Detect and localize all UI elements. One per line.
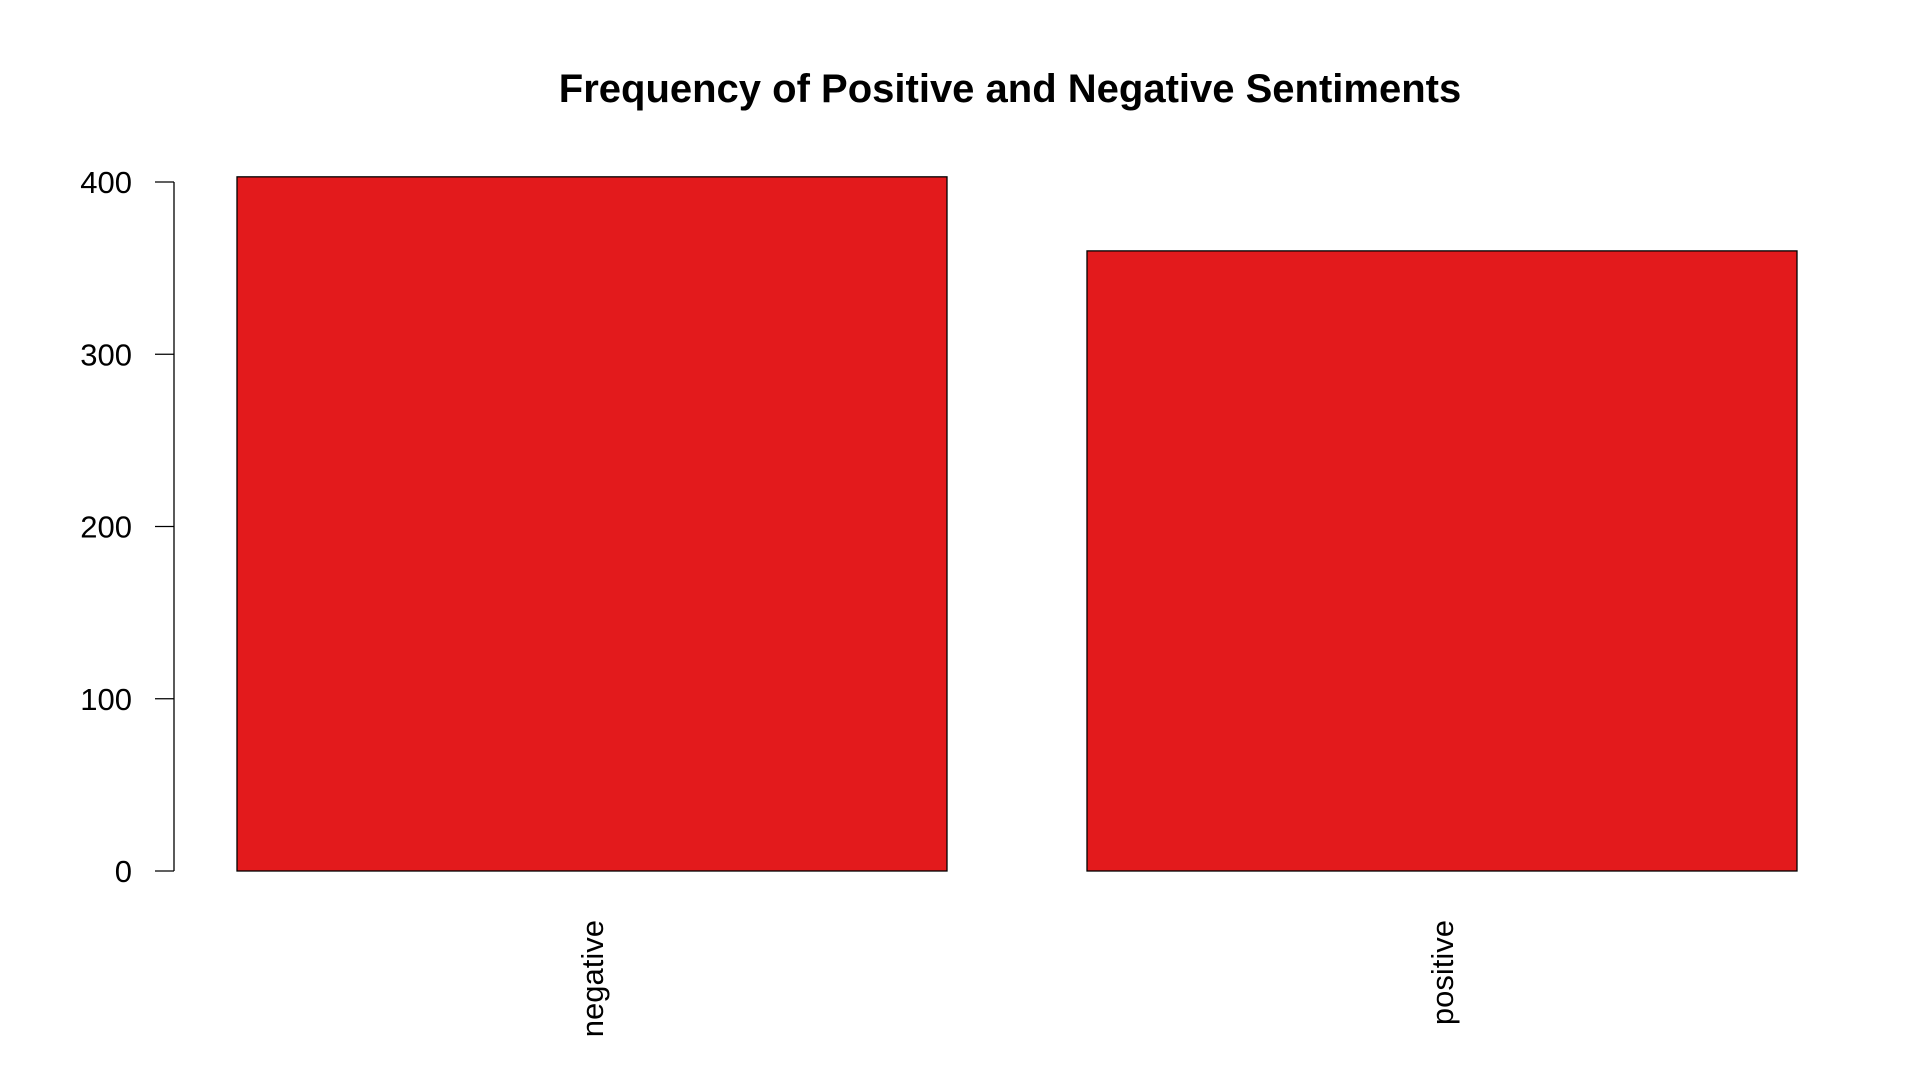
y-tick-label: 0: [115, 854, 132, 889]
y-tick-label: 400: [80, 165, 132, 200]
x-category-label: positive: [1425, 920, 1460, 1025]
y-axis: 0 100 200 300 400: [80, 165, 175, 889]
y-tick-label: 300: [80, 337, 132, 372]
x-category-label: negative: [575, 920, 610, 1037]
x-axis-labels: negative positive: [575, 920, 1460, 1037]
bars: [236, 176, 1798, 872]
bar-negative: [236, 176, 948, 872]
y-tick-label: 100: [80, 682, 132, 717]
y-tick-label: 200: [80, 510, 132, 545]
chart-title: Frequency of Positive and Negative Senti…: [559, 67, 1461, 111]
bar-positive: [1086, 250, 1798, 872]
